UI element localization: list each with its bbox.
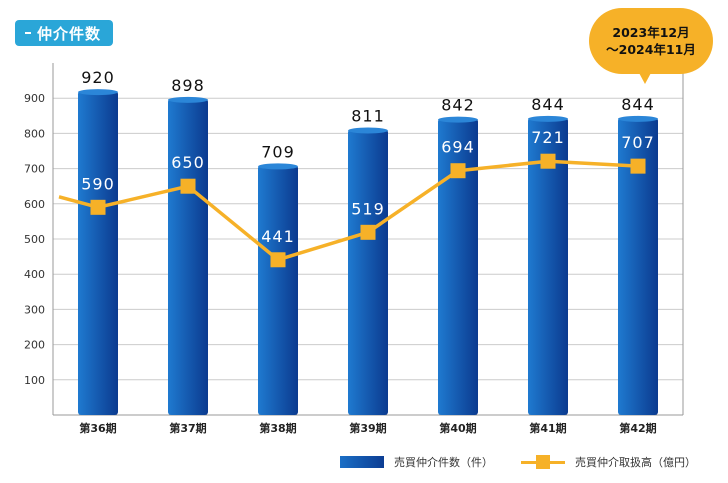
- dash-icon: [25, 32, 31, 34]
- x-tick-label: 第42期: [619, 421, 656, 435]
- bar-value-label: 842: [441, 96, 475, 115]
- line-value-label: 694: [441, 138, 475, 157]
- line-point: [450, 163, 466, 179]
- line-value-label: 721: [531, 128, 565, 147]
- bar-value-label: 844: [531, 95, 565, 114]
- bar-cap: [438, 116, 478, 123]
- legend-bar-swatch: [340, 456, 384, 468]
- y-tick-label: 300: [24, 303, 45, 316]
- legend: 売買仲介件数（件） 売買仲介取扱高（億円）: [340, 454, 696, 470]
- line-point: [90, 199, 106, 215]
- line-point: [630, 158, 646, 174]
- y-tick-label: 800: [24, 127, 45, 140]
- period-callout: 2023年12月 ～2024年11月: [589, 8, 713, 74]
- bar-cap: [78, 89, 118, 96]
- legend-line-swatch: [521, 455, 565, 469]
- y-tick-label: 600: [24, 198, 45, 211]
- line-value-label: 441: [261, 227, 295, 246]
- line-point: [270, 252, 286, 268]
- line-value-label: 650: [171, 153, 205, 172]
- y-tick-label: 100: [24, 374, 45, 387]
- bar: [78, 91, 118, 415]
- x-tick-label: 第40期: [439, 421, 476, 435]
- line-point: [180, 178, 196, 194]
- x-tick-label: 第39期: [349, 421, 386, 435]
- x-tick-label: 第41期: [529, 421, 566, 435]
- bar-cap: [168, 96, 208, 103]
- y-tick-label: 900: [24, 92, 45, 105]
- y-tick-label: 200: [24, 339, 45, 352]
- legend-bar-label: 売買仲介件数（件）: [394, 456, 493, 469]
- y-tick-label: 400: [24, 268, 45, 281]
- bar: [348, 129, 388, 415]
- bar-value-label: 709: [261, 142, 295, 161]
- bar: [438, 118, 478, 415]
- line-value-label: 590: [81, 174, 115, 193]
- x-tick-label: 第38期: [259, 421, 296, 435]
- line-value-label: 707: [621, 133, 655, 152]
- y-tick-label: 700: [24, 163, 45, 176]
- bar-cap: [258, 163, 298, 170]
- period-end: ～2024年11月: [606, 42, 696, 57]
- line-point: [540, 153, 556, 169]
- bar: [258, 165, 298, 415]
- bar-value-label: 920: [81, 68, 115, 87]
- x-tick-label: 第37期: [169, 421, 206, 435]
- chart-title-badge: 仲介件数: [15, 20, 114, 46]
- line-value-label: 519: [351, 199, 385, 218]
- period-start: 2023年12月: [612, 25, 690, 40]
- bar-cap: [618, 115, 658, 122]
- line-point: [360, 224, 376, 240]
- bar: [168, 98, 208, 416]
- bar-cap: [528, 115, 568, 122]
- bar-value-label: 898: [171, 76, 205, 95]
- bar-cap: [348, 127, 388, 134]
- chart-title: 仲介件数: [37, 24, 102, 43]
- bar: [528, 117, 568, 416]
- bar-value-label: 811: [351, 107, 385, 126]
- legend-line-label: 売買仲介取扱高（億円）: [575, 456, 696, 469]
- x-tick-label: 第36期: [79, 421, 116, 435]
- bar: [618, 117, 658, 416]
- line-series: [58, 159, 639, 262]
- bar-value-label: 844: [621, 95, 655, 114]
- callout-pointer: [638, 71, 652, 84]
- y-tick-label: 500: [24, 233, 45, 246]
